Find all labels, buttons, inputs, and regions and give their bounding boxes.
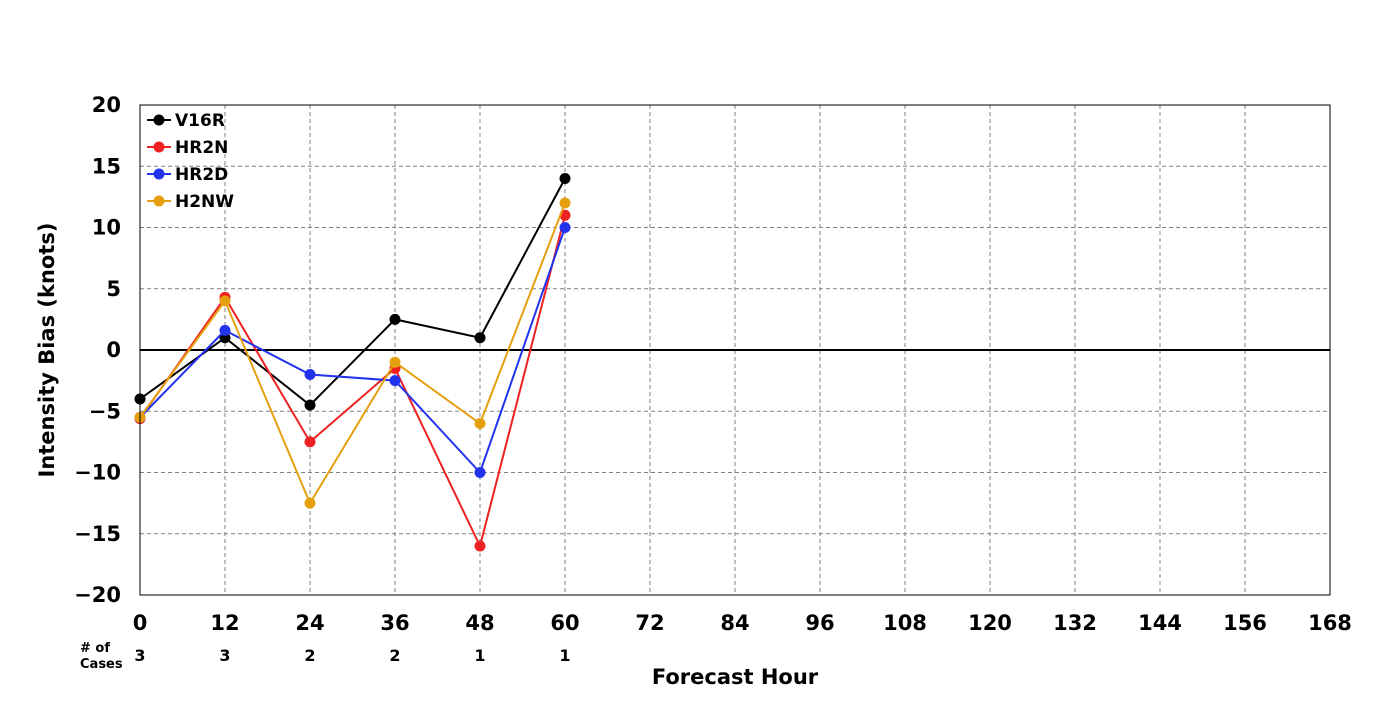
series-line [139, 227, 566, 475]
data-point [389, 375, 401, 387]
case-count: 3 [134, 646, 145, 665]
x-tick-label: 132 [1053, 611, 1097, 635]
y-tick-label: −20 [74, 583, 121, 607]
data-point [219, 295, 231, 307]
series-h2nw [134, 197, 571, 509]
series-v16r [134, 173, 571, 411]
data-point [559, 197, 571, 209]
data-point [559, 222, 571, 233]
case-count: 1 [474, 646, 485, 665]
legend-item-h2nw: H2NW [147, 192, 234, 212]
series-hr2n [134, 209, 571, 552]
case-count: 3 [219, 646, 230, 665]
x-tick-label: 24 [295, 611, 324, 635]
y-tick-label: 20 [92, 93, 121, 117]
x-tick-label: 0 [133, 611, 148, 635]
series-line [139, 178, 566, 407]
x-tick-label: 48 [465, 611, 494, 635]
y-tick-label: −10 [74, 461, 121, 485]
data-point [389, 313, 401, 325]
plot-frame [139, 104, 1331, 596]
data-point [304, 497, 316, 509]
case-count: 1 [559, 646, 570, 665]
legend-label: HR2N [175, 138, 228, 158]
x-tick-labels: 0 12 24 36 48 60 72 84 96 108 120 132 144 156 168 [133, 611, 1352, 635]
y-tick-label: 0 [106, 338, 121, 362]
data-point [304, 369, 316, 380]
legend: V16R HR2N HR2D H2NW [147, 111, 234, 212]
legend-marker [153, 195, 165, 207]
series-line [139, 215, 566, 549]
case-count: 2 [304, 646, 315, 665]
cases-label: # of Cases [80, 641, 123, 672]
data-point [219, 324, 231, 336]
y-tick-label: 5 [106, 277, 121, 301]
series-layer [134, 173, 571, 552]
x-tick-label: 120 [968, 611, 1012, 635]
data-point [389, 356, 401, 368]
x-tick-label: 72 [635, 611, 664, 635]
data-point [474, 467, 486, 478]
data-point [474, 540, 486, 552]
legend-item-v16r: V16R [147, 111, 225, 131]
data-point [304, 399, 316, 411]
y-tick-label: −15 [74, 522, 121, 546]
data-point [474, 332, 486, 344]
legend-marker [153, 114, 165, 126]
x-tick-label: 108 [883, 611, 927, 635]
x-tick-label: 96 [805, 611, 834, 635]
x-tick-label: 60 [550, 611, 579, 635]
x-tick-label: 84 [720, 611, 749, 635]
y-axis-label: Intensity Bias (knots) [35, 223, 59, 478]
y-tick-label: 15 [92, 154, 121, 178]
y-tick-label: 10 [92, 216, 121, 240]
legend-item-hr2d: HR2D [147, 165, 228, 185]
x-tick-label: 144 [1138, 611, 1182, 635]
legend-label: V16R [175, 111, 225, 131]
legend-item-hr2n: HR2N [147, 138, 228, 158]
data-point [304, 436, 316, 448]
legend-label: H2NW [175, 192, 234, 212]
y-tick-labels: 20 15 10 5 0 −5 −10 −15 −20 [74, 93, 121, 607]
legend-label: HR2D [175, 165, 228, 185]
legend-marker [153, 168, 165, 180]
x-tick-label: 156 [1223, 611, 1267, 635]
x-tick-label: 12 [210, 611, 239, 635]
legend-marker [153, 141, 165, 153]
series-line [139, 202, 566, 506]
cases-row: # of Cases 3 3 2 2 1 1 [80, 641, 571, 672]
x-axis-label: Forecast Hour [652, 665, 819, 689]
y-tick-label: −5 [89, 399, 121, 423]
data-point [474, 418, 486, 429]
x-tick-label: 36 [380, 611, 409, 635]
case-count: 2 [389, 646, 400, 665]
data-point [559, 173, 571, 184]
x-tick-label: 168 [1308, 611, 1352, 635]
